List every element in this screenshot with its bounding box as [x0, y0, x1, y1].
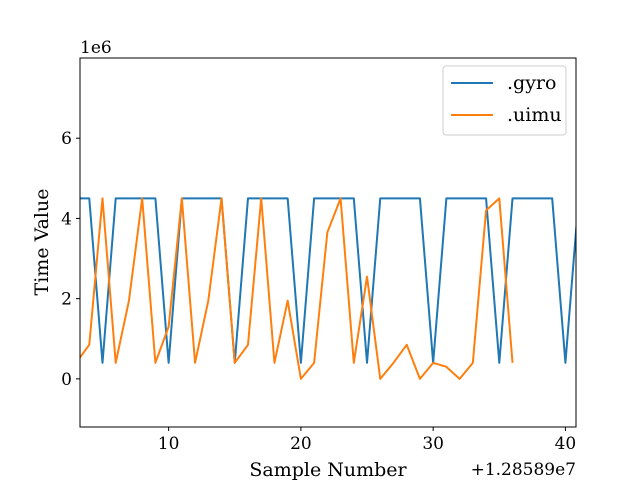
x-axis-label: Sample Number	[249, 459, 407, 480]
x-offset-text: +1.28589e7	[471, 460, 576, 480]
y-tick-label: 0	[61, 370, 72, 390]
x-tick-label: 40	[555, 434, 577, 454]
plot-frame	[79, 57, 577, 428]
x-axis-ticks: 10 20 30 40	[158, 427, 576, 454]
series-line-uimu	[80, 197, 514, 380]
y-tick-label: 4	[61, 209, 72, 229]
x-tick-label: 20	[290, 434, 312, 454]
y-scale-text: 1e6	[80, 38, 112, 58]
y-axis-label: Time Value	[31, 189, 53, 296]
series-layer	[80, 197, 576, 380]
x-tick-label: 10	[158, 434, 180, 454]
y-tick-label: 6	[61, 129, 72, 149]
legend-label-gyro: .gyro	[507, 72, 556, 94]
y-tick-label: 2	[61, 290, 72, 310]
y-axis-ticks: 0 2 4 6	[61, 129, 80, 390]
x-tick-label: 30	[422, 434, 444, 454]
legend-label-uimu: .uimu	[507, 104, 562, 126]
series-line-gyro	[80, 197, 576, 364]
legend: .gyro .uimu	[442, 65, 567, 136]
